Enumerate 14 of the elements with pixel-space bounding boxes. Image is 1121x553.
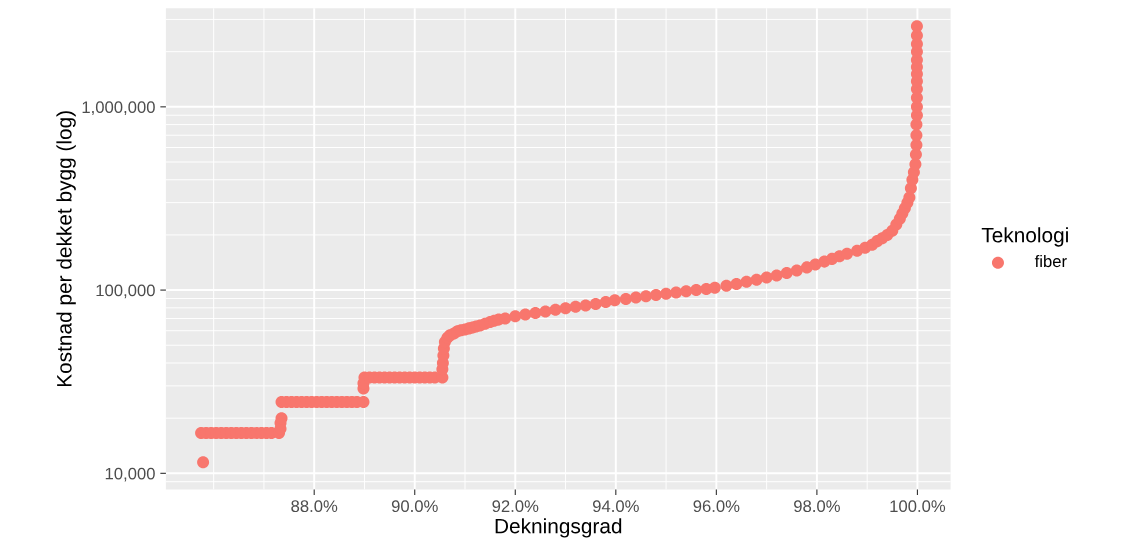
legend-title: Teknologi xyxy=(981,227,1068,247)
y-tick-label: 1,000,000 xyxy=(82,101,155,116)
x-tick-label: 96.0% xyxy=(693,500,740,513)
x-tick-label: 98.0% xyxy=(794,500,840,513)
y-tick-label: 100,000 xyxy=(96,284,155,299)
x-tick-label: 100.0% xyxy=(890,500,946,513)
y-axis-title: Kostnad per dekket bygg (log) xyxy=(56,111,76,387)
x-tick-label: 94.0% xyxy=(592,500,639,513)
x-tick-label: 90.0% xyxy=(391,500,438,513)
legend-label: fiber xyxy=(1034,254,1067,268)
x-axis-title: Dekningsgrad xyxy=(495,518,622,538)
x-tick-label: 88.0% xyxy=(291,500,338,513)
x-tick-label: 92.0% xyxy=(492,500,539,513)
y-tick-label: 10,000 xyxy=(105,467,155,482)
